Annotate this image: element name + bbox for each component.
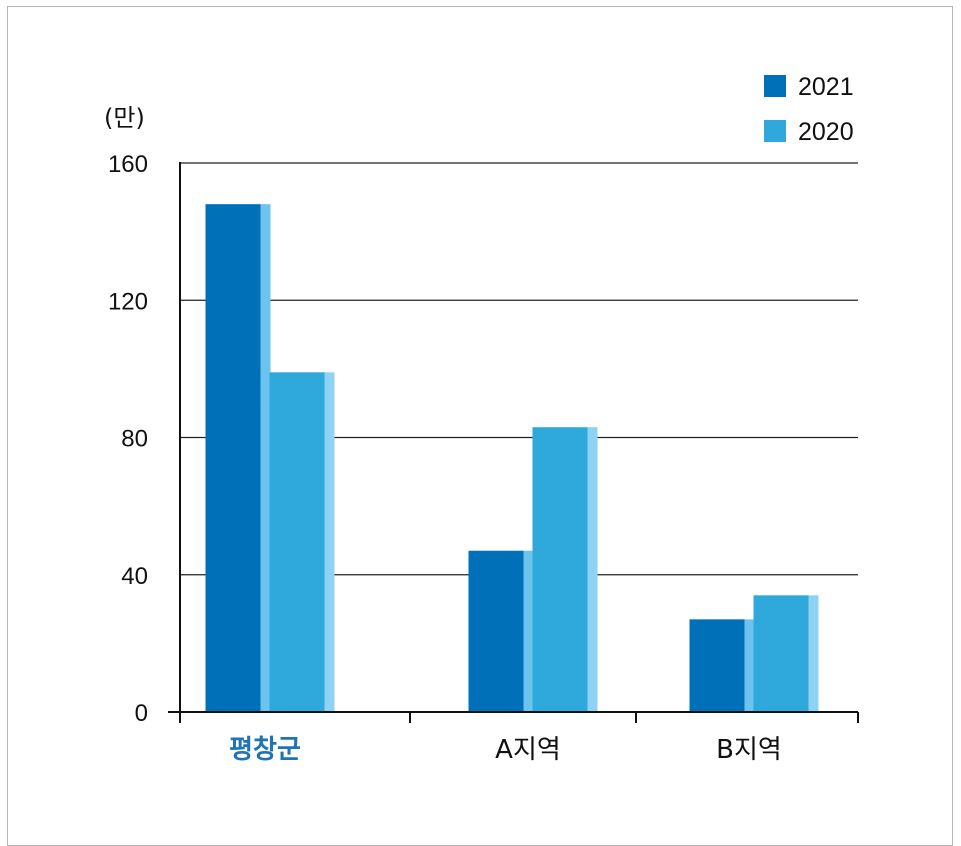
bar-2021-2 bbox=[689, 619, 745, 712]
bars bbox=[205, 204, 819, 713]
legend-label-2020: 2020 bbox=[798, 118, 854, 146]
bar-2021-0 bbox=[205, 204, 261, 713]
bar-2020-1 bbox=[532, 427, 588, 712]
legend-swatch-2021 bbox=[764, 75, 786, 97]
y-unit-label: (만) bbox=[104, 104, 145, 132]
x-category-label-1: A지역 bbox=[495, 735, 561, 765]
y-tick-label-0: 0 bbox=[135, 700, 148, 727]
bar-2021-1 bbox=[468, 550, 524, 712]
y-tick-label-160: 160 bbox=[108, 151, 148, 178]
bar-side-2020-2 bbox=[808, 595, 819, 712]
bar-side-2020-0 bbox=[324, 372, 335, 712]
bar-side-2020-1 bbox=[587, 427, 598, 712]
legend: 2021 2020 bbox=[764, 73, 854, 146]
legend-swatch-2020 bbox=[764, 120, 786, 142]
labels: 0 40 80 120 160 (만) 평창군 A지역 B지역 bbox=[104, 104, 782, 765]
bar-side-2021-0 bbox=[260, 204, 271, 713]
bar-2020-2 bbox=[753, 595, 809, 712]
bar-2020-0 bbox=[269, 372, 325, 712]
axes bbox=[168, 162, 859, 723]
bar-side-2021-1 bbox=[523, 550, 534, 712]
y-tick-label-80: 80 bbox=[121, 426, 148, 453]
y-tick-label-40: 40 bbox=[121, 563, 148, 590]
legend-label-2021: 2021 bbox=[798, 73, 854, 101]
x-category-label-2: B지역 bbox=[716, 735, 782, 765]
y-tick-label-120: 120 bbox=[108, 288, 148, 315]
x-category-label-0: 평창군 bbox=[229, 735, 301, 765]
bar-side-2021-2 bbox=[744, 619, 755, 712]
